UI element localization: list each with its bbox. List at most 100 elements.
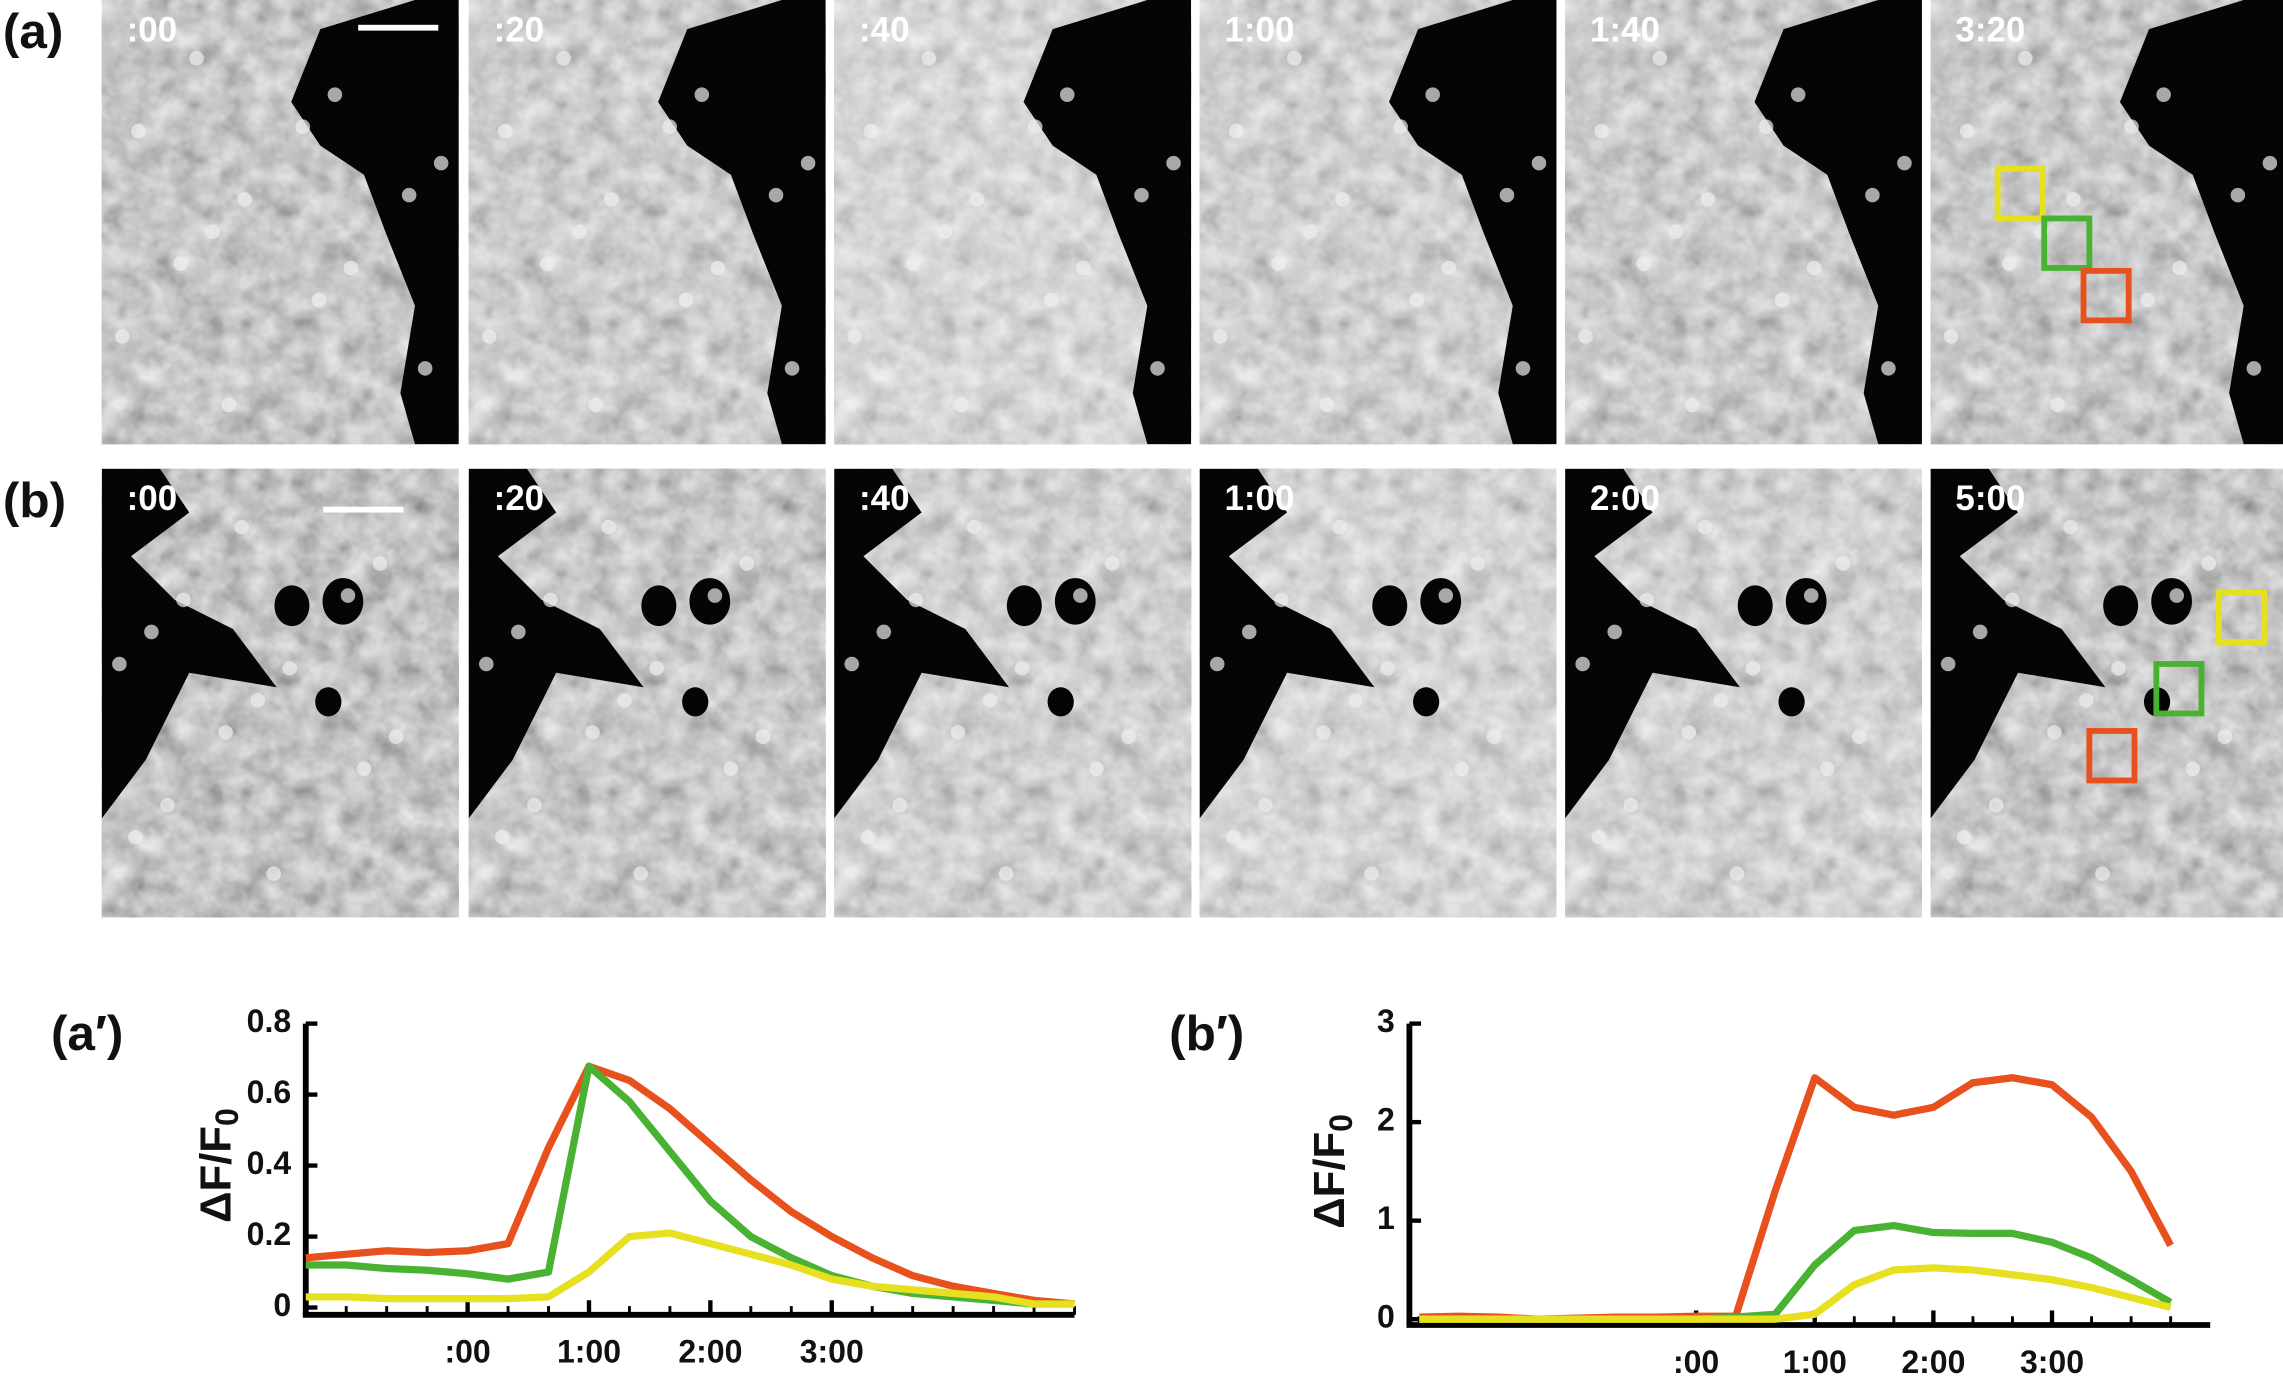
- cell-spot: [1700, 192, 1716, 207]
- frame-time: :00: [127, 10, 178, 49]
- cell-spot: [234, 519, 249, 535]
- cell-spot: [401, 187, 417, 203]
- cell-spot: [237, 192, 252, 207]
- data-line: [1419, 1221, 2173, 1323]
- y-tick-label: 0: [1377, 1299, 1395, 1335]
- cell-spot: [601, 519, 616, 535]
- micrograph: :20: [468, 468, 826, 918]
- cell-spot: [2050, 397, 2065, 413]
- cell-spot: [218, 725, 233, 740]
- cell-spot: [1212, 329, 1228, 344]
- cell-spot: [1209, 656, 1225, 672]
- cell-spot: [1273, 592, 1289, 608]
- cell-spot: [2230, 187, 2246, 203]
- cell-spot: [755, 729, 771, 745]
- cell-spot: [1241, 624, 1257, 640]
- y-tick-label: 2: [1377, 1102, 1395, 1138]
- cell-spot: [1409, 292, 1424, 308]
- x-tick-label: 1:00: [557, 1334, 621, 1370]
- cell-spot: [2004, 592, 2020, 608]
- cell-spot: [844, 656, 860, 672]
- cell-spot: [1073, 588, 1088, 603]
- cell-spot: [1393, 119, 1408, 134]
- roi-box: [1994, 166, 2046, 222]
- cell-spot: [1316, 725, 1331, 740]
- cell-spot: [511, 624, 526, 640]
- y-tick-label: 0.8: [247, 1003, 292, 1039]
- cell-spot: [2156, 87, 2171, 102]
- cell-spot: [1758, 119, 1774, 134]
- cell-spot: [543, 592, 558, 608]
- cell-spot: [2217, 729, 2233, 745]
- roi-box: [2216, 589, 2267, 646]
- cell-spot: [1806, 260, 1822, 276]
- cell-spot: [2246, 361, 2262, 376]
- cell-spot: [2001, 256, 2017, 271]
- cell-spot: [1636, 256, 1652, 271]
- cell-spot: [2018, 51, 2033, 66]
- cell-spot: [710, 260, 726, 276]
- frame-time: :40: [859, 10, 910, 49]
- dark-region: [1023, 0, 1192, 445]
- cell-spot: [295, 119, 311, 134]
- y-axis-title-sub: 0: [1323, 1114, 1359, 1132]
- dark-region: [1930, 468, 2193, 819]
- cell-spot: [311, 292, 327, 308]
- cell-spot: [1380, 661, 1395, 676]
- x-tick-label: :00: [444, 1334, 490, 1370]
- cell-spot: [1790, 87, 1806, 102]
- cell-spot: [160, 797, 175, 813]
- cell-spot: [1639, 592, 1655, 608]
- micrograph: :40: [834, 0, 1192, 445]
- dark-region: [468, 468, 731, 819]
- cell-spot: [1591, 829, 1606, 845]
- cell-spot: [115, 329, 130, 344]
- cell-spot: [723, 761, 739, 777]
- cell-spot: [982, 693, 998, 708]
- cell-spot: [1332, 519, 1347, 535]
- frame-time: 1:00: [1224, 10, 1294, 49]
- cell-spot: [2079, 693, 2094, 708]
- cell-spot: [2140, 292, 2155, 308]
- cell-spot: [266, 866, 282, 881]
- cell-spot: [892, 797, 908, 813]
- cell-spot: [1594, 123, 1609, 139]
- data-line: [305, 1229, 1075, 1308]
- cell-spot: [250, 693, 265, 708]
- frame-time: :40: [859, 479, 910, 518]
- cell-spot: [1943, 329, 1959, 344]
- cell-spot: [1499, 187, 1515, 203]
- scale-bar: [323, 506, 404, 513]
- micrograph: :40: [834, 468, 1192, 918]
- dark-region: [834, 468, 1096, 819]
- cell-spot: [953, 397, 969, 413]
- cell-spot: [327, 87, 343, 102]
- data-line: [1419, 1264, 2172, 1323]
- cell-spot: [678, 292, 694, 308]
- cell-spot: [1228, 123, 1244, 139]
- x-tick-label: :00: [1673, 1344, 1719, 1376]
- cell-spot: [1988, 797, 2004, 813]
- micrograph: :00: [101, 0, 459, 445]
- cell-spot: [617, 693, 632, 708]
- cell-spot: [969, 192, 985, 207]
- y-axis-title-main: ΔF/F: [191, 1126, 240, 1223]
- cell-spot: [1819, 761, 1835, 777]
- y-tick-label: 0.6: [247, 1074, 292, 1110]
- micrograph: :00: [101, 468, 459, 918]
- cell-spot: [876, 624, 892, 640]
- cell-spot: [784, 361, 800, 376]
- cell-spot: [1348, 693, 1363, 708]
- cell-spot: [1438, 588, 1454, 603]
- dark-region: [101, 468, 364, 819]
- cell-spot: [1486, 729, 1502, 745]
- cell-spot: [2185, 761, 2201, 777]
- cell-spot: [1684, 397, 1700, 413]
- cell-spot: [1668, 224, 1684, 239]
- dark-region: [1199, 468, 1462, 819]
- chart-panel-label: (a′): [51, 1006, 123, 1061]
- cell-spot: [2047, 725, 2062, 740]
- cell-spot: [847, 329, 862, 344]
- cell-spot: [340, 588, 356, 603]
- cell-spot: [966, 519, 982, 535]
